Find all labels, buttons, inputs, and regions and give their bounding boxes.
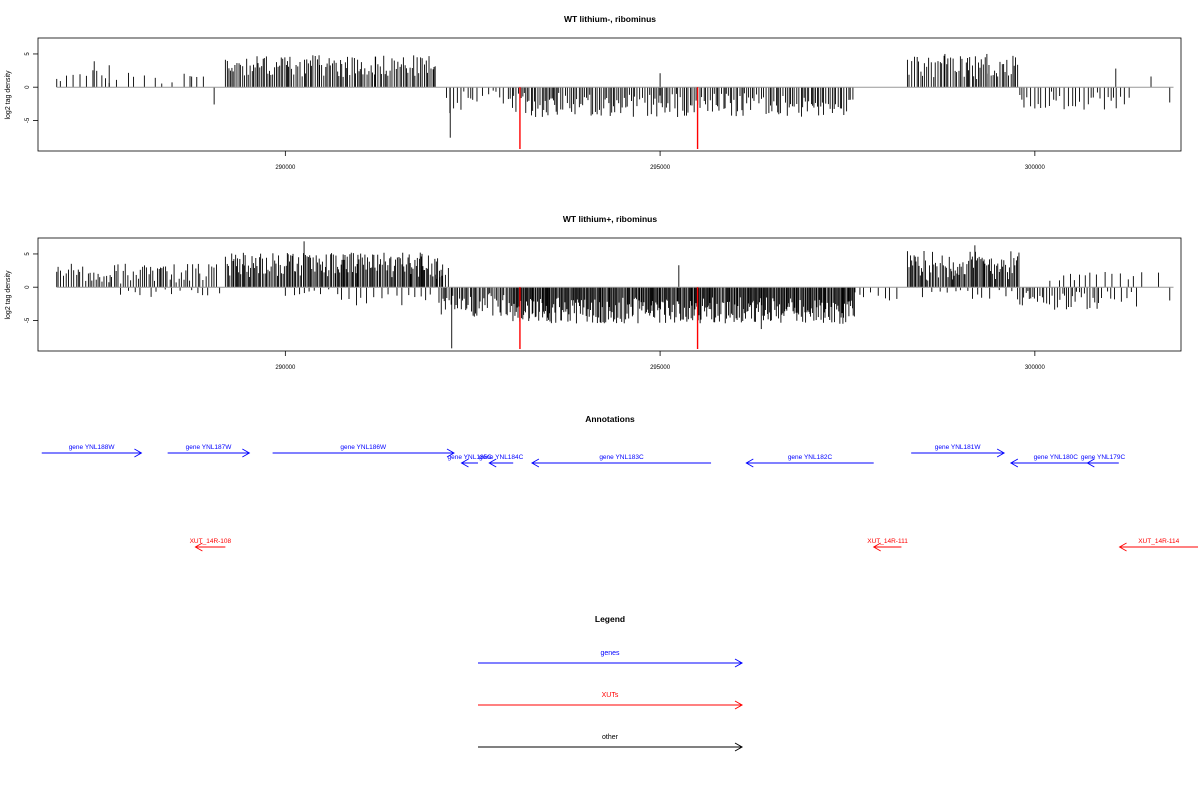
feature-label: gene YNL185C	[448, 454, 493, 461]
feature-xut: XUT_14R-114	[1118, 538, 1198, 552]
arrow-left-icon	[531, 458, 540, 468]
plot-frame	[37, 37, 1182, 152]
arrow-right-icon	[446, 448, 455, 458]
x-tick-label: 295000	[650, 365, 671, 371]
feature-gene: gene YNL182C	[745, 454, 874, 468]
feature-gene: gene YNL187W	[167, 444, 251, 458]
y-tick-label: 0	[25, 285, 31, 289]
feature-label: XUT_14R-108	[190, 538, 232, 545]
plot-frame	[37, 237, 1182, 352]
y-axis-label: log2 tag density	[5, 270, 12, 320]
feature-label: gene YNL186W	[340, 444, 387, 451]
density-bars	[56, 53, 1174, 150]
feature-gene: gene YNL188W	[41, 444, 143, 458]
density-plot-lithium-minus: WT lithium-, ribominus log2 tag density …	[5, 14, 1182, 171]
y-tick-label: -5	[25, 317, 31, 323]
legend-entry: genes	[478, 650, 744, 668]
plot-title: WT lithium-, ribominus	[564, 14, 656, 24]
feature-gene: gene YNL183C	[531, 454, 712, 468]
feature-gene: gene YNL179C	[1081, 454, 1126, 468]
arrow-right-icon	[734, 658, 744, 668]
feature-label: gene YNL181W	[935, 444, 982, 451]
legend: Legend genes XUTs other	[478, 614, 744, 752]
feature-xut: XUT_14R-108	[190, 538, 232, 552]
arrow-left-icon	[1086, 458, 1095, 468]
arrow-left-icon	[194, 542, 203, 552]
feature-gene: gene YNL180C	[1009, 454, 1101, 468]
arrow-right-icon	[734, 742, 744, 752]
y-tick-label: -5	[25, 117, 31, 123]
feature-gene: gene YNL186W	[272, 444, 455, 458]
y-tick-label: 0	[25, 85, 31, 89]
feature-gene: gene YNL184C	[479, 454, 524, 468]
x-axis-ticks: 290000 295000 300000	[275, 351, 1046, 371]
y-tick-label: 5	[25, 52, 31, 56]
y-axis-ticks: -5 0 5	[25, 52, 38, 123]
feature-label: XUT_14R-114	[1138, 538, 1179, 545]
x-tick-label: 290000	[275, 365, 296, 371]
arrow-left-icon	[745, 458, 754, 468]
x-tick-label: 300000	[1025, 365, 1046, 371]
x-tick-label: 295000	[650, 165, 671, 171]
x-axis-ticks: 290000 295000 300000	[275, 151, 1046, 171]
legend-label: XUTs	[602, 692, 619, 699]
arrow-left-icon	[488, 458, 497, 468]
annotations-track: Annotations gene YNL188W gene YNL187W gene…	[41, 414, 1198, 552]
feature-arrows: gene YNL188W gene YNL187W gene YNL186W gene…	[41, 444, 1198, 552]
y-axis-label: log2 tag density	[5, 70, 12, 120]
feature-gene: gene YNL185C	[448, 454, 493, 468]
legend-label: other	[602, 734, 619, 741]
x-tick-label: 300000	[1025, 165, 1046, 171]
density-plot-lithium-plus: WT lithium+, ribominus log2 tag density …	[5, 214, 1182, 371]
annotations-title: Annotations	[585, 414, 635, 424]
arrow-left-icon	[460, 458, 469, 468]
feature-label: gene YNL184C	[479, 454, 524, 461]
feature-gene: gene YNL181W	[911, 444, 1006, 458]
feature-label: gene YNL188W	[69, 444, 116, 451]
y-axis-ticks: -5 0 5	[25, 252, 38, 323]
legend-entry: other	[478, 734, 744, 752]
x-tick-label: 290000	[275, 165, 296, 171]
feature-label: gene YNL180C	[1034, 454, 1079, 461]
feature-label: gene YNL183C	[599, 454, 644, 461]
legend-entries: genes XUTs other	[478, 650, 744, 752]
arrow-right-icon	[134, 448, 143, 458]
arrow-right-icon	[996, 448, 1006, 458]
feature-xut: XUT_14R-111	[867, 538, 908, 552]
density-bars	[56, 241, 1174, 350]
legend-entry: XUTs	[478, 692, 744, 710]
feature-label: gene YNL182C	[788, 454, 833, 461]
legend-title: Legend	[595, 614, 625, 624]
feature-label: XUT_14R-111	[867, 538, 908, 545]
feature-label: gene YNL179C	[1081, 454, 1126, 461]
y-tick-label: 5	[25, 252, 31, 256]
legend-label: genes	[600, 650, 620, 657]
arrow-left-icon	[1118, 542, 1127, 552]
arrow-left-icon	[1009, 458, 1019, 468]
plot-title: WT lithium+, ribominus	[563, 214, 657, 224]
arrow-right-icon	[734, 700, 744, 710]
arrow-right-icon	[242, 448, 251, 458]
arrow-left-icon	[872, 542, 881, 552]
feature-label: gene YNL187W	[186, 444, 233, 451]
